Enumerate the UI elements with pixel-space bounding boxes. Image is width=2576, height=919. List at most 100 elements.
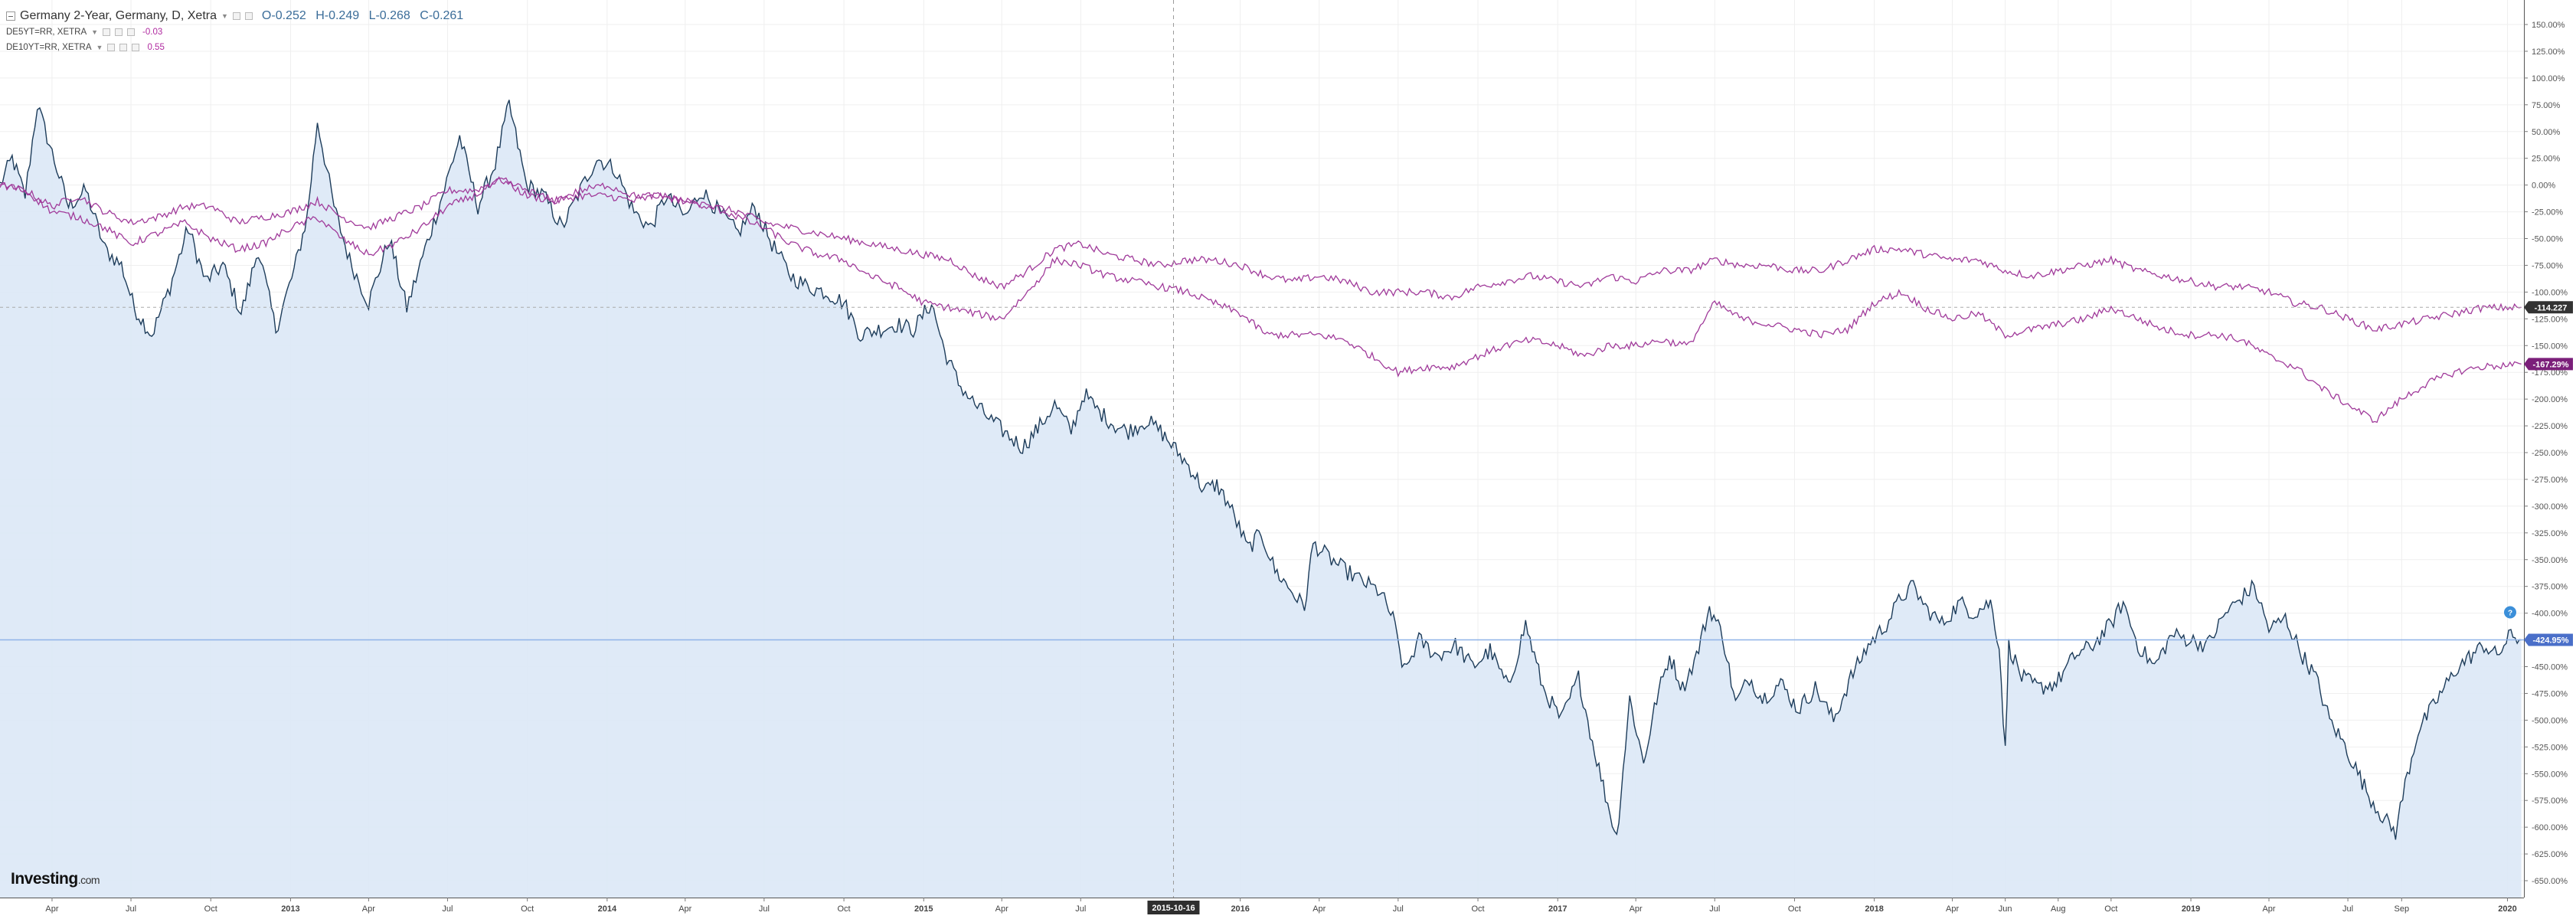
y-tick-label: -600.00% [2532,823,2568,832]
x-tick-label: Apr [2262,904,2275,914]
x-tick-label: Apr [995,904,1008,914]
collapse-icon[interactable] [6,11,15,21]
crosshair-date-label-box [1147,901,1200,914]
x-tick-label: 2018 [1865,904,1883,914]
y-tick-label: -575.00% [2532,796,2568,806]
alert-pin-glyph: ? [2508,609,2512,617]
y-tick-label: 150.00% [2532,21,2565,30]
overlay-layer: ? [0,0,2524,898]
x-tick-label: Jul [442,904,453,914]
settings-icon[interactable] [232,12,240,20]
y-tick-label: 100.00% [2532,74,2565,83]
x-tick-label: Oct [2104,904,2117,914]
series-line-germany-2y [0,100,2522,840]
series-layer [0,100,2522,898]
x-tick-label: Apr [45,904,58,914]
y-tick-label: -75.00% [2532,261,2563,270]
x-tick-label: Apr [678,904,691,914]
x-tick-label: Jul [1075,904,1086,914]
low-value: L-0.268 [368,9,410,22]
remove-icon[interactable] [127,28,136,36]
price-label-text: -114.227 [2535,303,2568,312]
price-label-text: -424.95% [2532,636,2568,645]
price-axis-background [2524,0,2576,919]
legend-compare-2-row[interactable]: DE10YT=RR, XETRA ▼ 0.55 [6,40,469,55]
x-tick-label: Apr [1630,904,1643,914]
compare-1-value: -0.03 [142,28,163,37]
series-line-de5yt [0,175,2522,332]
close-value: C-0.261 [420,9,464,22]
x-tick-label: Oct [838,904,851,914]
legend-main-row[interactable]: Germany 2-Year, Germany, D, Xetra ▼ O-0.… [6,8,469,25]
visibility-icon[interactable] [115,28,123,36]
y-tick-label: -200.00% [2532,395,2568,404]
logo-text: Investing [11,870,78,888]
open-value: O-0.252 [261,9,306,22]
x-tick-label: Aug [2051,904,2066,914]
remove-icon[interactable] [132,44,140,51]
x-tick-label: 2016 [1231,904,1249,914]
alert-pin-icon[interactable]: ? [2504,606,2516,619]
price-label-box [2524,301,2573,314]
x-tick-label: Apr [1946,904,1959,914]
chevron-down-icon[interactable]: ▼ [96,44,103,51]
y-tick-label: -500.00% [2532,716,2568,725]
x-tick-label: Jul [1709,904,1720,914]
x-tick-label: 2019 [2182,904,2200,914]
main-series-title: Germany 2-Year, Germany, D, Xetra [20,9,217,22]
ohlc-values: O-0.252 H-0.249 L-0.268 C-0.261 [262,9,469,23]
price-label-text: -167.29% [2532,360,2568,369]
y-tick-label: -325.00% [2532,529,2568,538]
x-tick-label: Oct [1471,904,1484,914]
price-label-box [2524,633,2573,646]
time-axis-background [0,898,2576,919]
y-tick-label: 25.00% [2532,155,2561,164]
x-tick-label: Oct [521,904,534,914]
x-tick-label: Apr [362,904,375,914]
x-tick-label: Jul [1393,904,1404,914]
price-label-tag: -424.95% [2524,633,2573,646]
y-tick-label: 50.00% [2532,128,2561,137]
x-tick-label: 2020 [2498,904,2516,914]
y-tick-label: 0.00% [2532,182,2555,191]
y-tick-label: -350.00% [2532,556,2568,565]
chevron-down-icon[interactable]: ▼ [221,12,228,20]
x-tick-label: Apr [1313,904,1326,914]
y-tick-label: -100.00% [2532,288,2568,297]
investing-logo[interactable]: Investing.com [11,870,100,888]
crosshair-date-label: 2015-10-16 [1147,901,1200,914]
y-tick-label: -550.00% [2532,770,2568,779]
y-tick-label: -250.00% [2532,449,2568,458]
y-tick-label: 75.00% [2532,101,2561,110]
legend-compare-1-row[interactable]: DE5YT=RR, XETRA ▼ -0.03 [6,25,469,40]
y-tick-label: -525.00% [2532,743,2568,752]
series-line-de10yt [0,177,2522,424]
y-tick-label: -375.00% [2532,583,2568,592]
compare-2-label: DE10YT=RR, XETRA [6,43,92,52]
alert-pin-circle [2504,606,2516,619]
crosshair-date-label-text: 2015-10-16 [1152,904,1195,913]
x-tick-label: 2017 [1548,904,1567,914]
x-tick-label: Sep [2395,904,2410,914]
x-tick-label: Oct [204,904,217,914]
high-value: H-0.249 [315,9,360,22]
x-tick-label: 2015 [914,904,933,914]
y-tick-label: -450.00% [2532,663,2568,672]
settings-icon[interactable] [107,44,116,51]
settings-icon[interactable] [103,28,111,36]
chevron-down-icon[interactable]: ▼ [91,28,99,36]
y-tick-label: -50.00% [2532,235,2563,244]
y-tick-label: -25.00% [2532,208,2563,217]
x-tick-label: Jul [126,904,136,914]
y-tick-label: -300.00% [2532,502,2568,512]
visibility-icon[interactable] [244,12,253,20]
y-tick-label: -125.00% [2532,315,2568,324]
visibility-icon[interactable] [119,44,128,51]
y-tick-label: -150.00% [2532,342,2568,351]
y-tick-label: 125.00% [2532,47,2565,57]
x-tick-label: Jul [2342,904,2353,914]
y-tick-label: -175.00% [2532,368,2568,378]
x-tick-label: 2014 [598,904,617,914]
